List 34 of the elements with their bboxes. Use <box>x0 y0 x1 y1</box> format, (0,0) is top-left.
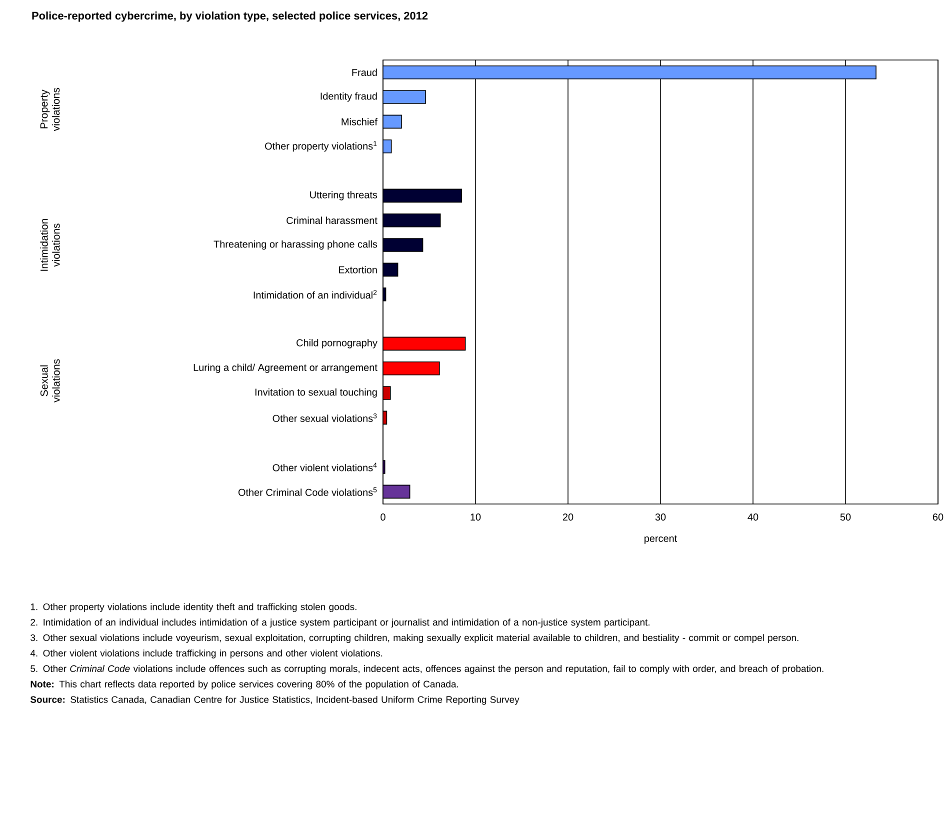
x-tick-label: 0 <box>380 514 386 521</box>
y-tick-label: Threatening or harassing phone calls <box>214 240 378 250</box>
text: Sexual violations <box>40 359 60 402</box>
x-tick-label: 10 <box>470 514 481 521</box>
text: Property violations <box>40 88 60 132</box>
y-tick-label: Other violent violations$^{4}$ <box>272 462 377 472</box>
x-tick-label: 50 <box>840 514 851 521</box>
y-tick-label: Luring a child/ Agreement or arrangement <box>194 364 378 373</box>
y-tick-label: Extortion <box>338 266 377 274</box>
y-tick-label: Other Criminal Code violations$^{5}$ <box>238 487 377 496</box>
y-tick-label: Uttering threats <box>310 191 378 200</box>
x-axis-title: percent <box>644 535 678 544</box>
y-tick-label: Intimidation of an individual$^{2}$ <box>254 290 377 299</box>
y-tick-label: Invitation to sexual touching <box>255 388 377 398</box>
y-tick-label: Fraud <box>352 68 377 76</box>
y-tick-label: Mischief <box>342 118 378 126</box>
y-tick-label: Criminal harassment <box>286 216 378 224</box>
x-tick-label: 30 <box>655 514 666 521</box>
y-tick-label: Other sexual violations$^{3}$ <box>272 413 377 422</box>
text: 4. Other violent violations include trafficking in persons and other violent violations. <box>30 650 382 658</box>
text: 2. Intimidation of an individual includes intimidation of a justice system participant or journalist and intimidation of a non-justice system participant. <box>30 618 650 628</box>
x-tick-label: 20 <box>562 514 574 521</box>
y-tick-label: Child pornography <box>296 339 378 348</box>
x-tick-label: 40 <box>748 514 758 521</box>
text: Note: This chart reflects data reported by police services covering 80% of the population of Canada. <box>30 680 458 690</box>
text: Intimidation violations <box>40 218 60 271</box>
text: Source: Statistics Canada, Canadian Centre for Justice Statistics, Incident-based Uniform Crime Reporting Survey <box>30 696 520 705</box>
y-tick-label: Identity fraud <box>320 92 377 102</box>
text: 5. Other Criminal Code violations include offences such as corrupting morals, indecent acts, offences against the person and reputation, fail to comply with order, and breach of probation. <box>30 665 824 674</box>
text: 3. Other sexual violations include voyeurism, sexual exploitation, corrupting children, making sexually explicit material available to children, and bestiality - commit or compel person. <box>30 634 798 643</box>
text: Police-reported cybercrime, by violation type, selected police services, 2012 <box>32 12 428 22</box>
y-tick-label: Other property violations$^{1}$ <box>265 141 377 152</box>
x-tick-label: 60 <box>932 514 944 521</box>
text: 1. Other property violations include identity theft and trafficking stolen goods. <box>30 603 356 612</box>
